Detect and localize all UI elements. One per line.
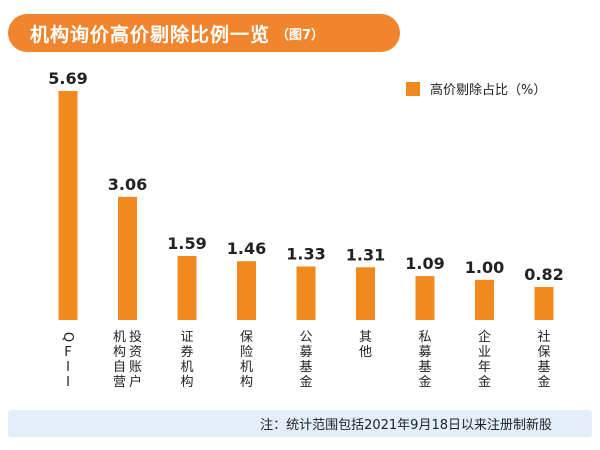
- footnote-bar: 注：统计范围包括2021年9月18日以来注册制新股: [8, 410, 592, 437]
- bar-8: [534, 286, 554, 320]
- bar-value-label-7: 1.00: [465, 258, 504, 277]
- category-label-1-char: 账: [129, 360, 142, 375]
- legend-label: 高价剔除占比（%）: [430, 83, 547, 98]
- category-label-7-char: 企: [478, 329, 491, 345]
- category-label-7-char: 业: [478, 345, 491, 360]
- bar-value-label-2: 1.59: [167, 234, 206, 253]
- bar-7: [475, 279, 494, 320]
- category-label-5: 其他: [359, 330, 372, 360]
- bar-value-label-5: 1.31: [346, 245, 385, 264]
- bar-value-label-0: 5.69: [48, 69, 87, 88]
- category-label-4-char: 公: [299, 330, 312, 345]
- bar-1: [118, 196, 137, 320]
- category-label-3-char: 构: [240, 375, 253, 390]
- legend-swatch: [406, 81, 420, 96]
- category-label-6-char: 金: [418, 374, 431, 390]
- category-label-1-char: 自: [113, 360, 126, 375]
- category-label-5-char: 其: [359, 330, 372, 345]
- bar-5: [356, 267, 375, 320]
- category-label-0-char: F: [64, 345, 71, 360]
- category-label-4-char: 金: [299, 374, 312, 390]
- category-label-0-char: I: [66, 375, 70, 390]
- category-label-8-char: 基: [537, 360, 550, 375]
- category-label-1-char: 构: [113, 345, 126, 360]
- category-label-1-char: 投: [129, 329, 142, 345]
- category-label-0-char: I: [66, 360, 70, 375]
- footnote-text: 注：统计范围包括2021年9月18日以来注册制新股: [260, 418, 552, 433]
- category-label-1-char: 营: [113, 375, 126, 390]
- category-label-2-char: 证: [180, 330, 193, 345]
- category-label-7-char: 金: [478, 374, 491, 390]
- bar-value-label-6: 1.09: [405, 254, 444, 273]
- bar-value-label-4: 1.33: [286, 244, 325, 263]
- category-label-4-char: 募: [299, 345, 312, 360]
- category-label-1-char: 资: [129, 345, 142, 360]
- category-label-8-char: 社: [537, 329, 550, 345]
- category-label-3-char: 保: [240, 330, 253, 345]
- category-label-1-char: 户: [129, 374, 142, 390]
- category-label-3-char: 险: [240, 345, 253, 360]
- bar-value-label-8: 0.82: [524, 265, 563, 284]
- category-label-8-char: 金: [537, 374, 550, 390]
- bar-4: [296, 266, 316, 320]
- chart-figure-tag: （图7）: [276, 27, 325, 43]
- category-label-6-char: 募: [418, 345, 431, 360]
- bar-value-label-3: 1.46: [227, 239, 266, 258]
- bar-6: [415, 276, 435, 320]
- chart-title: 机构询价高价剔除比例一览: [30, 23, 271, 46]
- category-label-7-char: 年: [478, 360, 491, 375]
- chart-legend: 高价剔除占比（%）: [406, 79, 546, 98]
- category-label-2-char: 构: [180, 375, 193, 390]
- category-label-2-char: 机: [180, 360, 193, 375]
- category-label-2-char: 券: [180, 344, 193, 360]
- category-label-6-char: 基: [418, 360, 431, 375]
- bar-value-label-1: 3.06: [108, 175, 147, 194]
- category-label-8-char: 保: [537, 345, 550, 360]
- bar-3: [237, 261, 256, 320]
- category-label-1-char: 机: [113, 330, 126, 345]
- category-label-6-char: 私: [418, 330, 431, 345]
- chart-title-banner: 机构询价高价剔除比例一览 （图7）: [8, 14, 400, 52]
- bar-0: [58, 91, 78, 320]
- category-label-3-char: 机: [240, 360, 253, 375]
- category-label-0-char: Q: [60, 332, 75, 342]
- bar-2: [177, 256, 197, 320]
- category-label-5-char: 他: [359, 345, 372, 360]
- category-label-4-char: 基: [299, 360, 312, 375]
